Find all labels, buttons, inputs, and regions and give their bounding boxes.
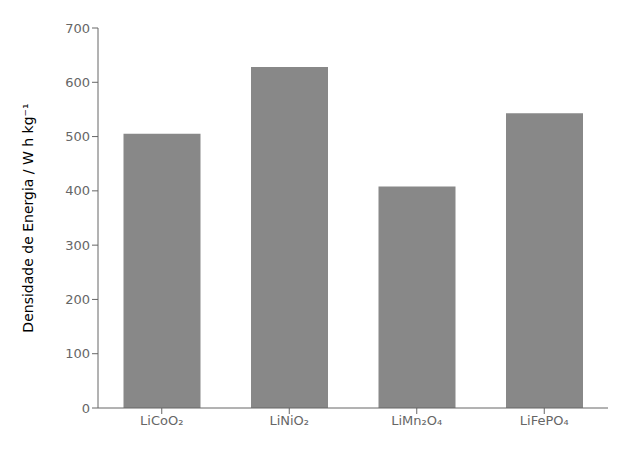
svg-text:100: 100 [65,346,90,361]
svg-text:500: 500 [65,129,90,144]
svg-text:700: 700 [65,21,90,36]
svg-text:LiMn₂O₄: LiMn₂O₄ [391,413,442,428]
svg-text:LiCoO₂: LiCoO₂ [140,413,183,428]
svg-text:0: 0 [82,401,90,416]
svg-text:600: 600 [65,75,90,90]
svg-text:300: 300 [65,238,90,253]
svg-text:200: 200 [65,292,90,307]
svg-text:Densidade de Energia / W h kg⁻: Densidade de Energia / W h kg⁻¹ [20,103,36,332]
svg-text:400: 400 [65,183,90,198]
svg-text:LiNiO₂: LiNiO₂ [269,413,309,428]
svg-text:LiFePO₄: LiFePO₄ [520,413,569,428]
